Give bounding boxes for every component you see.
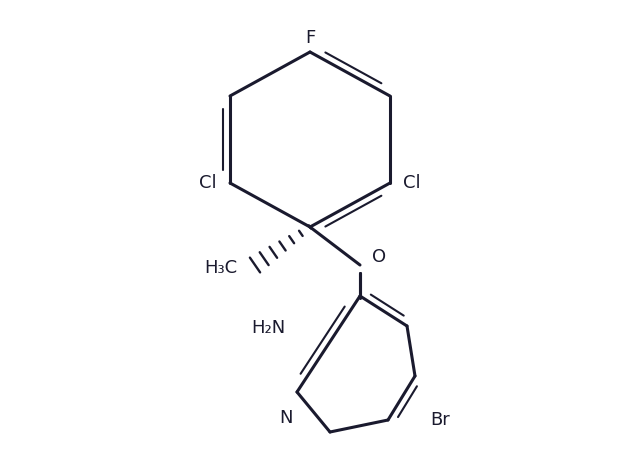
Text: H₃C: H₃C <box>204 259 237 277</box>
Text: Br: Br <box>430 411 450 429</box>
Text: O: O <box>372 248 386 266</box>
Text: F: F <box>305 29 315 47</box>
Text: N: N <box>279 409 292 427</box>
Text: Cl: Cl <box>199 174 217 192</box>
Text: H₂N: H₂N <box>251 319 285 337</box>
Text: Cl: Cl <box>403 174 421 192</box>
